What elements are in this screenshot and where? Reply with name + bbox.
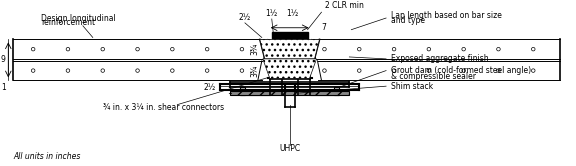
Text: 3¾: 3¾: [251, 64, 260, 77]
Text: All units in inches: All units in inches: [13, 152, 81, 161]
FancyBboxPatch shape: [240, 90, 270, 95]
Text: 7: 7: [321, 23, 327, 32]
Text: Shim stack: Shim stack: [391, 82, 433, 91]
FancyBboxPatch shape: [240, 87, 245, 95]
Text: 1½: 1½: [266, 9, 278, 18]
Text: Design longitudinal: Design longitudinal: [41, 13, 116, 23]
Polygon shape: [263, 59, 316, 78]
Text: 1: 1: [228, 86, 232, 95]
Text: UHPC: UHPC: [279, 144, 300, 153]
FancyBboxPatch shape: [309, 90, 339, 95]
Text: 1: 1: [2, 83, 6, 92]
FancyBboxPatch shape: [272, 32, 308, 40]
Text: Lap length based on bar size: Lap length based on bar size: [391, 11, 502, 20]
Text: and type: and type: [391, 16, 425, 25]
Text: Exposed aggregate finish: Exposed aggregate finish: [391, 54, 488, 63]
FancyBboxPatch shape: [335, 87, 339, 95]
Text: 9: 9: [1, 55, 5, 64]
Text: 1½: 1½: [286, 9, 299, 18]
FancyBboxPatch shape: [230, 91, 349, 95]
Text: reinforcement: reinforcement: [41, 18, 95, 27]
Text: 2½: 2½: [239, 13, 251, 22]
Text: 3¾: 3¾: [251, 43, 260, 55]
Polygon shape: [260, 40, 320, 59]
Text: & compressible sealer: & compressible sealer: [391, 72, 476, 81]
Text: 2½: 2½: [204, 83, 216, 92]
Text: 2 CLR min: 2 CLR min: [325, 1, 364, 10]
Text: Grout dam (cold-formed steel angle): Grout dam (cold-formed steel angle): [391, 66, 531, 75]
Text: ¾ in. x 3¼ in. shear connectors: ¾ in. x 3¼ in. shear connectors: [103, 103, 224, 112]
